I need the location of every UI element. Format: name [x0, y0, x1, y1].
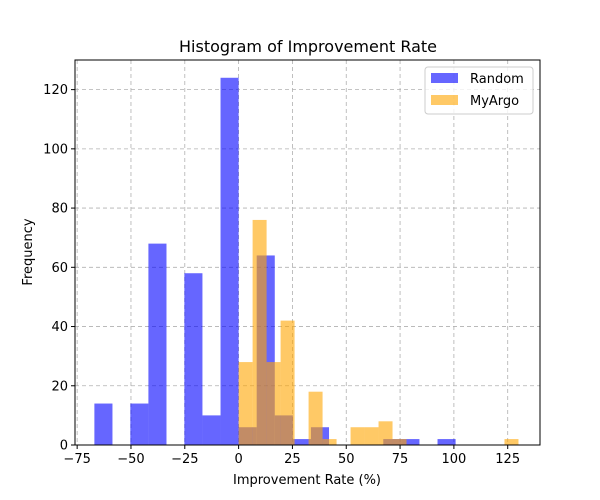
legend-swatch-random [431, 73, 458, 83]
y-tick-label: 0 [60, 439, 68, 454]
bar-myargo [504, 439, 519, 445]
bar-myargo [252, 219, 267, 445]
y-tick-label: 20 [51, 379, 68, 394]
y-tick-label: 40 [51, 320, 68, 335]
y-tick-label: 100 [43, 142, 68, 157]
x-tick-label: 25 [284, 452, 301, 467]
bar-myargo [350, 427, 365, 445]
y-tick-label: 60 [51, 261, 68, 276]
bar-myargo [280, 320, 295, 445]
bar-myargo [322, 439, 337, 445]
bar-myargo [378, 421, 393, 445]
bar-myargo [308, 391, 323, 445]
x-tick-label: 50 [338, 452, 355, 467]
bar-myargo [266, 362, 281, 445]
bar-random [94, 403, 113, 445]
x-tick-label: −25 [171, 452, 198, 467]
bar-random [220, 77, 239, 446]
legend-label-myargo: MyArgo [470, 94, 519, 109]
chart-title: Histogram of Improvement Rate [179, 37, 437, 56]
x-tick-label: 0 [234, 452, 242, 467]
bar-random [292, 439, 311, 445]
x-tick-label: 75 [392, 452, 409, 467]
y-tick-label: 120 [43, 83, 68, 98]
bar-myargo [364, 427, 379, 445]
x-axis-label: Improvement Rate (%) [233, 473, 381, 488]
legend: Random MyArgo [424, 66, 534, 115]
x-tick-label: −75 [63, 452, 90, 467]
y-tick-label: 80 [51, 202, 68, 217]
bar-random [401, 439, 420, 445]
histogram-bars [94, 77, 519, 446]
bar-random [130, 403, 149, 445]
plot-frame [74, 59, 541, 446]
axis-ticks: −75 −50 −25 0 25 50 75 100 125 0 20 40 60 80 100 120 [43, 83, 520, 467]
bar-random [202, 415, 221, 445]
bar-random [184, 273, 203, 445]
plot-area: −75 −50 −25 0 25 50 75 100 125 0 20 40 60 80 100 120 [43, 59, 541, 467]
bar-myargo [238, 362, 253, 445]
x-tick-label: 100 [441, 452, 466, 467]
bar-random [148, 243, 167, 445]
x-tick-label: 125 [495, 452, 520, 467]
bar-random [437, 439, 456, 445]
legend-swatch-myargo [431, 95, 458, 105]
y-axis-label: Frequency [21, 218, 36, 285]
legend-label-random: Random [470, 72, 524, 87]
x-tick-label: −50 [117, 452, 144, 467]
bar-myargo [392, 439, 407, 445]
